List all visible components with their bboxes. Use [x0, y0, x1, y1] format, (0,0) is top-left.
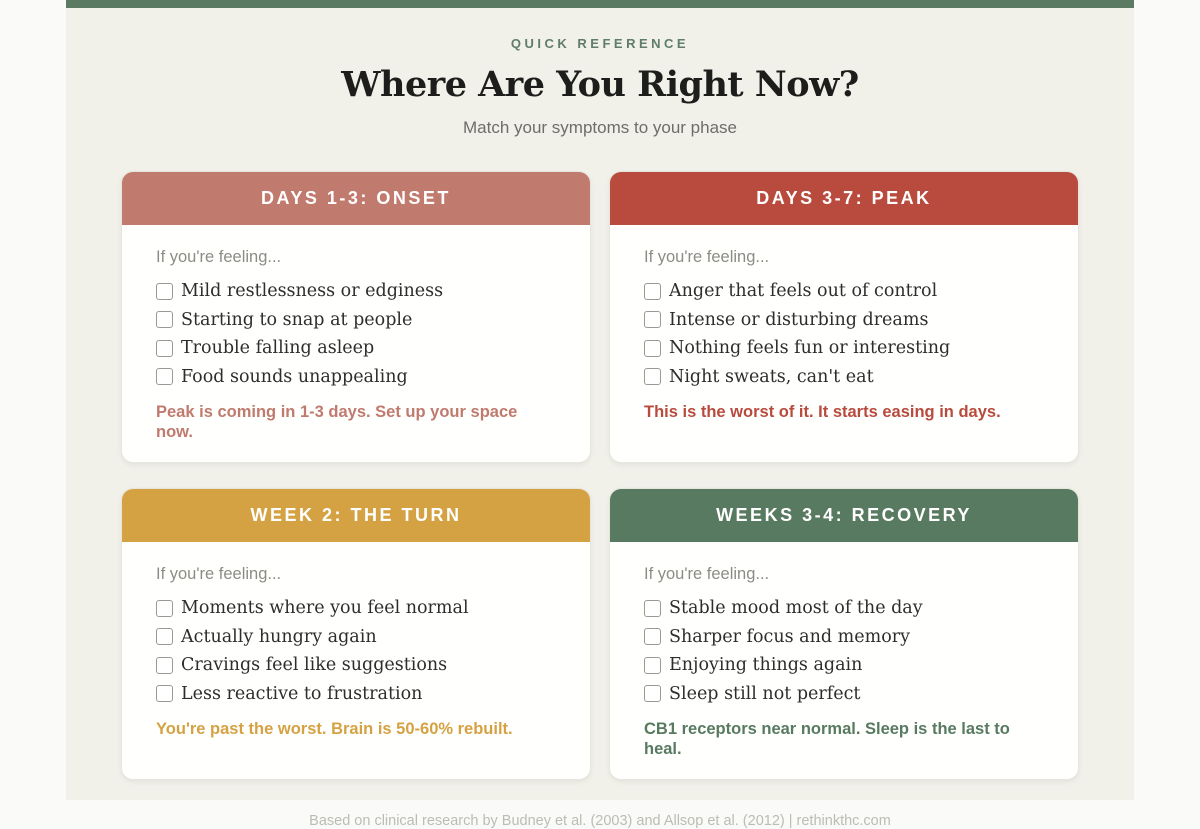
card-recovery-body: If you're feeling... Stable mood most of…: [610, 542, 1078, 779]
checklist-item-label: Sleep still not perfect: [669, 683, 861, 704]
checklist-item[interactable]: Actually hungry again: [156, 627, 556, 648]
prompt-text: If you're feeling...: [156, 248, 282, 266]
checklist-item[interactable]: Sharper focus and memory: [644, 627, 1044, 648]
page: QUICK REFERENCE Where Are You Right Now?…: [66, 0, 1134, 829]
checklist-item-label: Nothing feels fun or interesting: [669, 338, 951, 358]
checkbox[interactable]: [156, 368, 173, 386]
checklist-item-label: Enjoying things again: [669, 655, 863, 675]
checkbox[interactable]: [644, 656, 661, 674]
checklist-item-label: Night sweats, can't eat: [669, 366, 874, 387]
checklist-item-label: Starting to snap at people: [181, 309, 413, 330]
checklist-item[interactable]: Enjoying things again: [644, 655, 1044, 676]
checkbox[interactable]: [156, 599, 173, 617]
checklist-item-label: Stable mood most of the day: [669, 598, 923, 618]
checkbox[interactable]: [156, 685, 173, 703]
checklist-item[interactable]: Trouble falling asleep: [156, 338, 556, 359]
prompt-text: If you're feeling...: [644, 248, 770, 266]
checklist-item-label: Cravings feel like suggestions: [181, 655, 448, 675]
checklist-item-label: Mild restlessness or edginess: [181, 281, 444, 301]
checklist-item[interactable]: Starting to snap at people: [156, 310, 556, 331]
page-title: Where Are You Right Now?: [341, 64, 859, 105]
attribution-footer: Based on clinical research by Budney et …: [309, 813, 891, 829]
card-onset: DAYS 1-3: ONSET If you're feeling... Mil…: [121, 171, 591, 463]
page-subtitle: Match your symptoms to your phase: [462, 118, 737, 137]
checklist-item-label: Anger that feels out of control: [669, 281, 938, 301]
card-recovery: WEEKS 3-4: RECOVERY If you're feeling...…: [609, 488, 1079, 780]
card-turn: WEEK 2: THE TURN If you're feeling... Mo…: [121, 488, 591, 780]
checkbox[interactable]: [644, 282, 661, 300]
checklist-item-label: Moments where you feel normal: [181, 598, 469, 618]
checkbox[interactable]: [156, 311, 173, 329]
eyebrow-label: QUICK REFERENCE: [510, 36, 690, 51]
checklist-item[interactable]: Sleep still not perfect: [644, 684, 1044, 705]
card-turn-header: WEEK 2: THE TURN: [122, 489, 590, 542]
checklist-item-label: Actually hungry again: [181, 626, 377, 647]
checkbox[interactable]: [156, 656, 173, 674]
checklist-item[interactable]: Night sweats, can't eat: [644, 367, 1044, 388]
checklist-item[interactable]: Stable mood most of the day: [644, 598, 1044, 619]
card-peak-note: This is the worst of it. It starts easin…: [644, 403, 1001, 421]
card-peak-header: DAYS 3-7: PEAK: [610, 172, 1078, 225]
checklist-item-label: Less reactive to frustration: [181, 683, 423, 704]
checkbox[interactable]: [644, 368, 661, 386]
checklist-item-label: Trouble falling asleep: [181, 338, 375, 358]
checklist-item[interactable]: Cravings feel like suggestions: [156, 655, 556, 676]
checkbox[interactable]: [644, 628, 661, 646]
card-peak: DAYS 3-7: PEAK If you're feeling... Ange…: [609, 171, 1079, 463]
checkbox[interactable]: [644, 685, 661, 703]
checklist-item[interactable]: Moments where you feel normal: [156, 598, 556, 619]
phase-card-grid: DAYS 1-3: ONSET If you're feeling... Mil…: [121, 171, 1079, 780]
checklist-item[interactable]: Mild restlessness or edginess: [156, 281, 556, 302]
top-accent-bar: [66, 0, 1134, 8]
card-onset-header: DAYS 1-3: ONSET: [122, 172, 590, 225]
card-onset-note: Peak is coming in 1-3 days. Set up your …: [156, 403, 518, 441]
checklist-item-label: Intense or disturbing dreams: [669, 309, 929, 330]
checklist-item[interactable]: Food sounds unappealing: [156, 367, 556, 388]
card-onset-body: If you're feeling... Mild restlessness o…: [122, 225, 590, 462]
card-peak-body: If you're feeling... Anger that feels ou…: [610, 225, 1078, 442]
checkbox[interactable]: [644, 311, 661, 329]
checkbox[interactable]: [156, 628, 173, 646]
card-turn-note: You're past the worst. Brain is 50-60% r…: [156, 720, 513, 738]
prompt-text: If you're feeling...: [156, 565, 282, 583]
checkbox[interactable]: [156, 282, 173, 300]
checklist-item[interactable]: Anger that feels out of control: [644, 281, 1044, 302]
checkbox[interactable]: [644, 339, 661, 357]
checkbox[interactable]: [644, 599, 661, 617]
page-header: QUICK REFERENCE Where Are You Right Now?…: [66, 8, 1134, 138]
checklist-item-label: Sharper focus and memory: [669, 626, 910, 647]
card-recovery-note: CB1 receptors near normal. Sleep is the …: [644, 720, 1010, 758]
card-turn-body: If you're feeling... Moments where you f…: [122, 542, 590, 759]
checklist-item[interactable]: Nothing feels fun or interesting: [644, 338, 1044, 359]
checklist-item-label: Food sounds unappealing: [181, 366, 408, 387]
checklist-item[interactable]: Less reactive to frustration: [156, 684, 556, 705]
checkbox[interactable]: [156, 339, 173, 357]
checklist-item[interactable]: Intense or disturbing dreams: [644, 310, 1044, 331]
card-recovery-header: WEEKS 3-4: RECOVERY: [610, 489, 1078, 542]
prompt-text: If you're feeling...: [644, 565, 770, 583]
